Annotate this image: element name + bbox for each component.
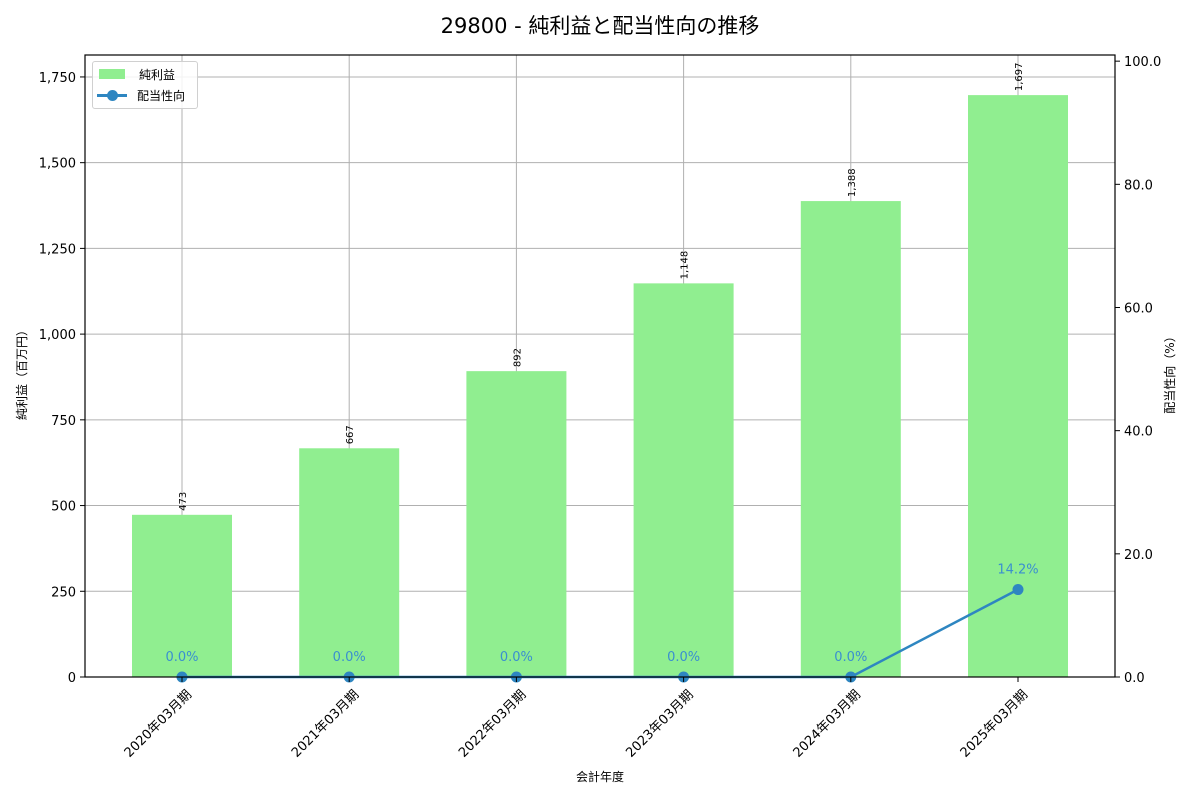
x-axis-title: 会計年度 bbox=[576, 769, 624, 784]
bar-value-label: 667 bbox=[345, 425, 356, 444]
y-right-tick-label: 0.0 bbox=[1124, 671, 1145, 686]
bar-swatch-icon bbox=[99, 69, 125, 79]
bar-value-label: 1,697 bbox=[1014, 62, 1025, 91]
percent-value-label: 0.0% bbox=[834, 650, 867, 665]
bar[interactable] bbox=[800, 201, 901, 677]
y-left-tick-label: 750 bbox=[51, 414, 76, 429]
bar-value-label: 1,388 bbox=[847, 168, 858, 197]
percent-value-label: 0.0% bbox=[500, 650, 533, 665]
x-tick-label: 2021年03月期 bbox=[289, 687, 362, 760]
data-labels: 473 667 892 1,148 1,388 1,697 0.0% 0.0% 0.0% 0.0%… bbox=[165, 62, 1038, 665]
bar-value-label: 473 bbox=[178, 492, 189, 511]
y-left-tick-label: 1,750 bbox=[39, 71, 76, 86]
legend-item-line: 配当性向 bbox=[97, 86, 186, 104]
x-tick-label: 2025年03月期 bbox=[958, 687, 1031, 760]
bar[interactable] bbox=[968, 95, 1068, 677]
bar-series bbox=[132, 95, 1068, 677]
line-marker[interactable] bbox=[1012, 584, 1024, 596]
x-tick-label: 2022年03月期 bbox=[456, 687, 529, 760]
grid-lines bbox=[85, 55, 1115, 677]
line-marker-swatch-icon bbox=[97, 89, 127, 101]
y-right-tick-label: 100.0 bbox=[1124, 55, 1161, 70]
percent-value-label: 0.0% bbox=[667, 650, 700, 665]
chart-title: 29800 - 純利益と配当性向の推移 bbox=[440, 14, 760, 38]
percent-value-label: 14.2% bbox=[997, 563, 1038, 578]
legend: 純利益 配当性向 bbox=[92, 61, 198, 109]
x-tick-label: 2023年03月期 bbox=[623, 687, 696, 760]
y-left-tick-label: 1,250 bbox=[39, 242, 76, 257]
y-right-tick-label: 40.0 bbox=[1124, 425, 1153, 440]
x-tick-label: 2020年03月期 bbox=[122, 687, 195, 760]
y-right-tick-label: 60.0 bbox=[1124, 301, 1153, 316]
x-tick-label: 2024年03月期 bbox=[791, 687, 864, 760]
percent-value-label: 0.0% bbox=[165, 650, 198, 665]
y-left-tick-label: 500 bbox=[51, 500, 76, 515]
legend-label: 純利益 bbox=[139, 67, 176, 82]
y-right-tick-label: 20.0 bbox=[1124, 548, 1153, 563]
bar[interactable] bbox=[633, 283, 734, 677]
bar[interactable] bbox=[299, 448, 400, 677]
y-left-tick-label: 1,500 bbox=[39, 157, 76, 172]
bar[interactable] bbox=[466, 371, 567, 677]
y-right-tick-label: 80.0 bbox=[1124, 178, 1153, 193]
y-right-axis-title: 配当性向（%） bbox=[1162, 330, 1177, 413]
bar[interactable] bbox=[132, 514, 232, 677]
y-left-axis-title: 純利益（百万円） bbox=[15, 324, 29, 420]
legend-label: 配当性向 bbox=[137, 88, 186, 103]
y-left-tick-label: 0 bbox=[68, 671, 76, 686]
legend-item-bar: 純利益 bbox=[99, 65, 175, 83]
y-left-tick-label: 250 bbox=[51, 585, 76, 600]
bar-value-label: 1,148 bbox=[680, 251, 691, 280]
y-left-tick-label: 1,000 bbox=[39, 328, 76, 343]
percent-value-label: 0.0% bbox=[333, 650, 366, 665]
plot-frame bbox=[84, 54, 1116, 678]
bar-value-label: 892 bbox=[512, 348, 523, 367]
